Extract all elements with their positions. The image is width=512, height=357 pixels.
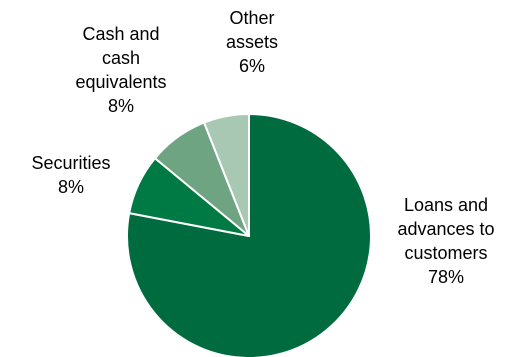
- slice-percent-0: 78%: [428, 267, 464, 287]
- pie-slices: [126, 113, 372, 357]
- pie-slice-3: [203, 113, 250, 237]
- slice-label-line-2-1: cash: [102, 48, 140, 68]
- slice-label-line-1-0: Securities: [31, 153, 110, 173]
- pie-labels: Loans and advances to customers 78% Securiti…: [31, 8, 494, 287]
- slice-label-2: Cash and cash equivalents 8%: [75, 24, 166, 116]
- slice-percent-2: 8%: [108, 96, 134, 116]
- slice-label-0: Loans and advances to customers 78%: [397, 195, 494, 287]
- slice-label-3: Other assets 6%: [226, 8, 278, 76]
- slice-label-line-2-0: Cash and: [82, 24, 159, 44]
- slice-label-line-3-0: Other: [229, 8, 274, 28]
- slice-label-line-0-0: Loans and: [404, 195, 488, 215]
- slice-label-line-2-2: equivalents: [75, 72, 166, 92]
- slice-label-line-0-2: customers: [404, 243, 487, 263]
- slice-label-line-0-1: advances to: [397, 219, 494, 239]
- slice-label-1: Securities 8%: [31, 153, 110, 197]
- slice-percent-3: 6%: [239, 56, 265, 76]
- slice-label-line-3-1: assets: [226, 32, 278, 52]
- slice-percent-1: 8%: [58, 177, 84, 197]
